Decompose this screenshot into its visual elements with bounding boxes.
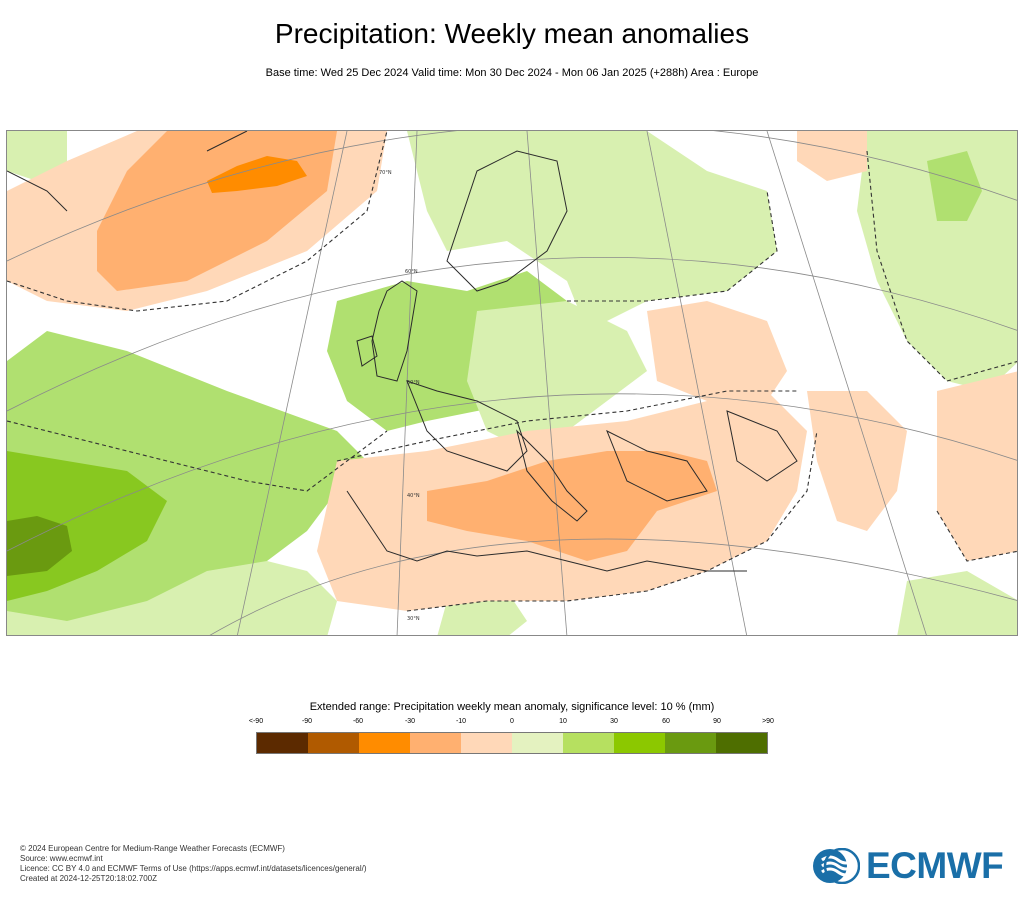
footer-copyright: © 2024 European Centre for Medium-Range … bbox=[20, 844, 285, 853]
wet-zone-russia-mid bbox=[927, 151, 982, 221]
legend-label: 0 bbox=[510, 718, 514, 725]
legend-label: 10 bbox=[559, 718, 567, 725]
legend-swatch bbox=[257, 733, 308, 753]
legend-swatch bbox=[410, 733, 461, 753]
legend-swatch bbox=[359, 733, 410, 753]
legend-label: <-90 bbox=[248, 718, 264, 725]
dry-zone-farEast bbox=[937, 371, 1017, 561]
legend-label: -90 bbox=[301, 718, 313, 725]
dry-zone-greenland-coast bbox=[207, 156, 307, 193]
footer-licence[interactable]: Licence: CC BY 4.0 and ECMWF Terms of Us… bbox=[20, 864, 367, 873]
wet-zone-scandinavia bbox=[407, 131, 777, 331]
legend-title: Extended range: Precipitation weekly mea… bbox=[309, 701, 715, 713]
legend-colorbar bbox=[256, 732, 768, 754]
wet-zone-atlantic-core bbox=[7, 516, 72, 576]
dry-zone-russia-north bbox=[797, 131, 867, 181]
wet-zone-central-europe bbox=[467, 301, 647, 451]
lat-label-40: 40°N bbox=[407, 493, 420, 499]
ecmwf-logo-icon bbox=[813, 848, 860, 884]
footer-source[interactable]: Source: www.ecmwf.int bbox=[20, 854, 103, 863]
lat-label-70: 70°N bbox=[379, 170, 392, 176]
ecmwf-logo-text: ECMWF bbox=[866, 845, 1004, 886]
legend-label: 30 bbox=[610, 718, 618, 725]
legend-swatch bbox=[563, 733, 614, 753]
legend-label: 90 bbox=[713, 718, 721, 725]
lat-label-50: 50°N bbox=[407, 380, 420, 386]
legend-label: -10 bbox=[455, 718, 467, 725]
legend-swatch bbox=[614, 733, 665, 753]
dry-zone-balkans bbox=[647, 301, 787, 401]
lat-labels: 70°N 60°N 50°N 40°N 30°N bbox=[379, 170, 420, 622]
legend-labels: <-90 -90 -60 -30 -10 0 10 30 60 90 >90 bbox=[232, 717, 792, 729]
coastlines bbox=[7, 131, 798, 572]
ecmwf-logo[interactable]: ECMWF bbox=[812, 845, 1008, 886]
map-canvas: 70°N 60°N 50°N 40°N 30°N bbox=[7, 131, 1017, 635]
legend-swatch bbox=[512, 733, 563, 753]
legend-label: -60 bbox=[352, 718, 364, 725]
legend-swatch bbox=[461, 733, 512, 753]
footer: © 2024 European Centre for Medium-Range … bbox=[20, 844, 367, 884]
wet-zone-middleeast bbox=[897, 571, 1017, 635]
map-subtitle: Base time: Wed 25 Dec 2024 Valid time: M… bbox=[265, 67, 759, 79]
map-title: Precipitation: Weekly mean anomalies bbox=[274, 18, 750, 49]
dry-zone-mediterranean-mid bbox=[427, 451, 717, 561]
legend-swatch bbox=[308, 733, 359, 753]
lat-label-60: 60°N bbox=[405, 269, 418, 275]
legend-label: 60 bbox=[662, 718, 670, 725]
anomaly-map[interactable]: 70°N 60°N 50°N 40°N 30°N bbox=[6, 130, 1018, 636]
legend-label: >90 bbox=[762, 718, 774, 725]
legend-swatch bbox=[716, 733, 767, 753]
graticule bbox=[7, 131, 1017, 635]
legend-label: -30 bbox=[404, 718, 416, 725]
legend-swatch bbox=[665, 733, 716, 753]
footer-created: Created at 2024-12-25T20:18:02.700Z bbox=[20, 874, 157, 883]
significance-contours bbox=[7, 131, 1017, 612]
lat-label-30: 30°N bbox=[407, 616, 420, 622]
